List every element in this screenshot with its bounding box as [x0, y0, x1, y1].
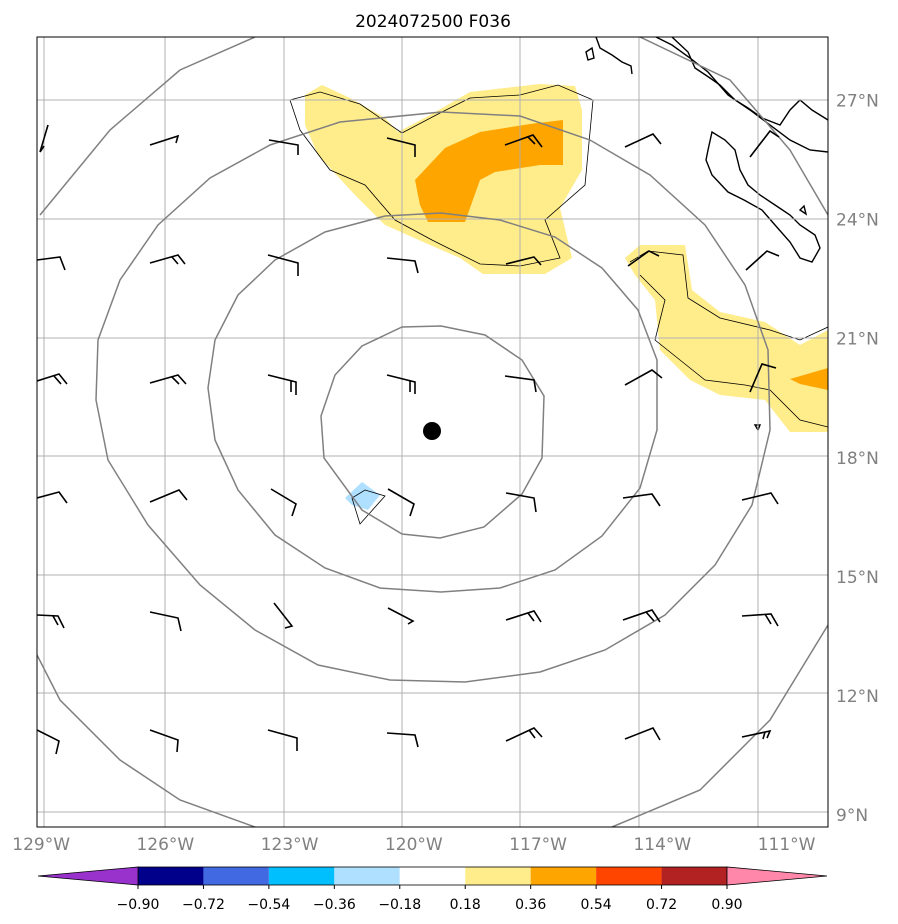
colorbar-swatch — [530, 867, 597, 885]
wind-barb — [505, 610, 542, 623]
colorbar-tick-label: −0.18 — [378, 897, 421, 913]
wind-barb — [149, 729, 179, 753]
wind-barb — [386, 257, 419, 274]
lon-tick-label: 117°W — [509, 835, 567, 855]
range-ring — [320, 325, 545, 539]
wind-barb — [622, 493, 661, 507]
lat-tick-label: 21°N — [836, 330, 879, 350]
lat-labels: 27°N 24°N 21°N 18°N 15°N 12°N 9°N — [836, 92, 879, 827]
colorbar-swatch — [203, 867, 269, 885]
wind-barb — [741, 492, 779, 505]
colorbar-swatch — [268, 867, 335, 885]
colorbar-swatch — [596, 867, 662, 885]
wind-barb — [387, 488, 415, 517]
lat-tick-label: 27°N — [836, 92, 879, 112]
colorbar-tick-label: 0.18 — [450, 897, 481, 913]
lon-tick-label: 129°W — [12, 835, 70, 855]
wind-barb — [624, 727, 661, 741]
colorbar-tick-label: −0.54 — [247, 897, 290, 913]
lon-tick-label: 111°W — [758, 835, 816, 855]
contour-fill-0.36-east — [790, 368, 828, 390]
colorbar-extend-min — [37, 866, 139, 886]
wind-barb — [270, 488, 297, 517]
range-ring — [207, 212, 658, 593]
wind-barb — [624, 133, 662, 148]
colorbar-tick-label: 0.90 — [711, 897, 742, 913]
lon-tick-label: 120°W — [385, 835, 443, 855]
wind-barb — [741, 613, 779, 627]
range-rings — [37, 37, 828, 827]
colorbar-tick-label: 0.72 — [646, 897, 677, 913]
wind-barb — [627, 250, 660, 267]
wind-barb — [267, 254, 299, 276]
lat-tick-label: 15°N — [836, 568, 879, 588]
wind-barb — [37, 373, 68, 385]
map-area — [37, 37, 828, 827]
colorbar-swatch — [661, 867, 727, 885]
wind-barb — [505, 256, 542, 266]
lat-tick-label: 12°N — [836, 687, 879, 707]
colorbar-swatch — [138, 867, 204, 885]
wind-barb — [37, 614, 65, 629]
wind-barbs — [37, 124, 780, 755]
range-ring — [37, 37, 828, 827]
wind-barb — [267, 374, 297, 395]
wind-barb — [39, 124, 49, 153]
lon-tick-label: 123°W — [261, 835, 319, 855]
wind-barb — [273, 602, 294, 629]
chart-title: 2024072500 F036 — [355, 12, 511, 32]
coastline — [585, 37, 828, 432]
wind-barb — [745, 250, 780, 271]
wind-barb — [149, 489, 188, 503]
grid — [37, 37, 828, 827]
wind-barb — [37, 729, 60, 755]
wind-barb — [149, 134, 180, 146]
range-ring — [95, 111, 771, 683]
wind-barb — [504, 375, 537, 393]
wind-barb — [386, 137, 416, 157]
lon-tick-label: 126°W — [136, 835, 194, 855]
lat-tick-label: 24°N — [836, 211, 879, 231]
colorbar-tick-label: 0.54 — [581, 897, 612, 913]
colorbar-ticks: −0.90 −0.72 −0.54 −0.36 −0.18 0.18 0.36 0.54 0.7… — [117, 885, 743, 913]
colorbar-tick-label: 0.36 — [515, 897, 546, 913]
contour-line-south — [351, 489, 386, 525]
lon-tick-label: 114°W — [633, 835, 691, 855]
wind-barb — [387, 607, 415, 625]
colorbar-swatches — [137, 866, 728, 886]
lat-tick-label: 18°N — [836, 449, 879, 469]
wind-barb — [267, 729, 298, 751]
wind-barb — [149, 374, 187, 385]
wind-barb — [149, 254, 186, 265]
wind-barb — [504, 134, 543, 148]
colorbar: −0.90 −0.72 −0.54 −0.36 −0.18 0.18 0.36 0.54 0.7… — [37, 866, 828, 913]
colorbar-tick-label: −0.90 — [117, 897, 160, 913]
wind-barb — [749, 363, 777, 393]
wind-barb — [749, 129, 780, 158]
wind-barb — [622, 609, 661, 623]
colorbar-swatch — [334, 867, 400, 885]
wind-barb — [505, 727, 543, 742]
colorbar-tick-label: −0.72 — [182, 897, 225, 913]
wind-barb — [149, 611, 182, 632]
wind-barb — [37, 491, 68, 504]
wind-barb — [505, 492, 537, 513]
lon-labels: 129°W 126°W 123°W 120°W 117°W 114°W 111°W — [12, 835, 815, 855]
lat-tick-label: 9°N — [836, 806, 868, 826]
wind-barb — [741, 729, 772, 740]
contour-fill-0.36-north — [415, 120, 563, 222]
wind-barb — [386, 374, 416, 394]
colorbar-swatch — [399, 867, 466, 885]
map-frame — [36, 36, 829, 828]
contour-line-north — [289, 84, 594, 267]
colorbar-extend-max — [726, 866, 828, 886]
colorbar-swatch — [465, 867, 531, 885]
wind-barb — [386, 732, 419, 748]
colorbar-tick-label: −0.36 — [313, 897, 356, 913]
wind-barb — [624, 369, 663, 386]
storm-center-marker — [423, 422, 441, 440]
wind-barb — [37, 256, 66, 271]
wind-barb — [268, 139, 299, 155]
